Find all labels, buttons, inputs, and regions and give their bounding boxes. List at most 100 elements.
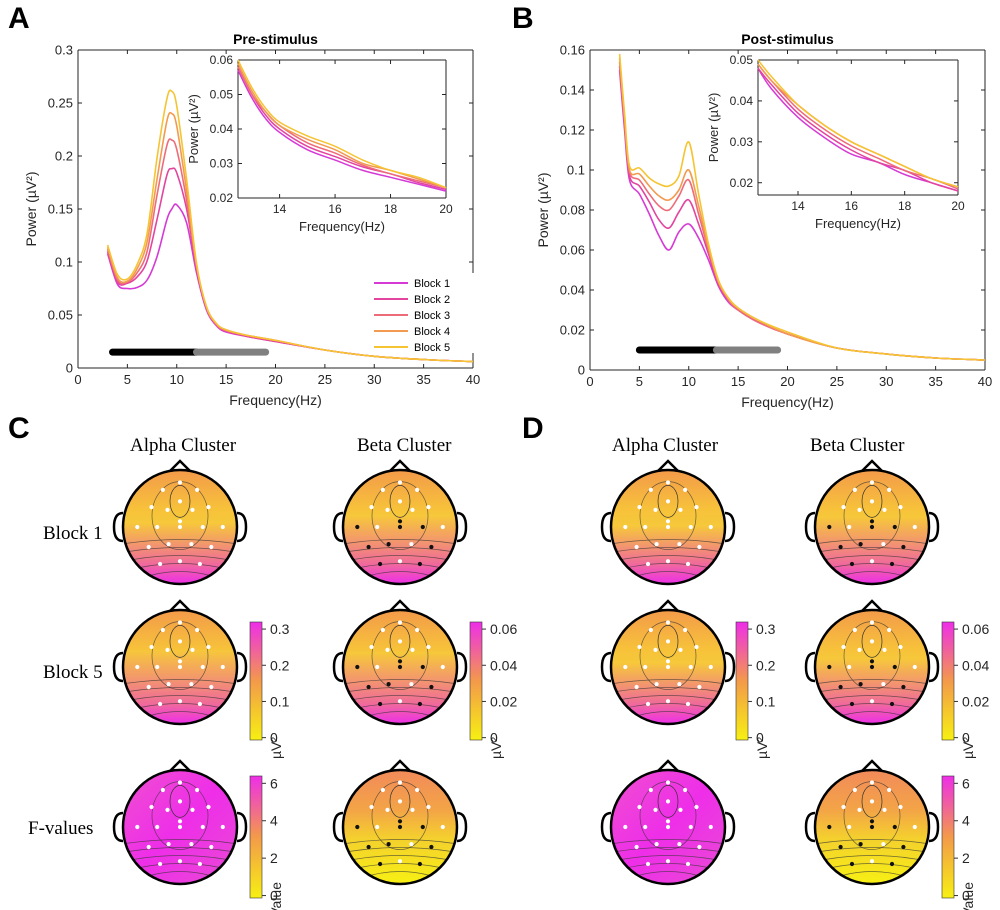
topo-electrode (857, 807, 862, 813)
c-alpha-colorbar-label: 0.2 (270, 657, 290, 673)
topo-electrode (197, 861, 202, 867)
topo-contour (369, 711, 431, 716)
topo-nose (169, 599, 191, 612)
topo-head-outline (121, 468, 239, 586)
chart-a-inset-series-line-1 (237, 69, 447, 192)
topo-contour (817, 839, 927, 844)
topo-electrode (665, 639, 671, 644)
topo-electrode (665, 699, 671, 704)
chart-b-inset-y-tick-label: 0.05 (730, 53, 754, 67)
topo-electrode (375, 524, 380, 530)
topo-electrode (386, 682, 391, 687)
topo-head-outline (341, 768, 459, 886)
topo-electrode (397, 799, 403, 804)
topo-contour (843, 781, 901, 850)
topo-nose (389, 459, 411, 472)
chart-a-title: Pre-stimulus (233, 31, 318, 47)
chart-a-inset-xlabel: Frequency(Hz) (299, 219, 385, 234)
chart-a-x-tick-label: 0 (74, 372, 81, 387)
topo-contour (128, 847, 232, 852)
topo-electrode (160, 487, 165, 492)
chart-b-y-tick-label: 0.02 (560, 323, 585, 338)
topo-electrode (653, 647, 658, 653)
topo-electrode (166, 842, 171, 847)
topo-electrode (155, 664, 160, 670)
topo-electrode (375, 664, 380, 670)
topo-map-c-r2-c1 (332, 759, 468, 886)
topo-electrode (898, 644, 903, 650)
topo-electrode (849, 861, 855, 867)
topo-ear-left (112, 511, 124, 543)
topo-electrode (869, 780, 875, 785)
topo-electrode (417, 561, 422, 567)
topo-head-outline (813, 608, 931, 726)
topo-ear-left (112, 651, 124, 683)
topo-contour (345, 839, 455, 844)
topo-contour (149, 571, 211, 576)
topo-electrode (838, 844, 843, 850)
topo-contour (169, 485, 191, 518)
topo-contour (831, 703, 913, 708)
chart-a-legend-label-1: Block 1 (414, 278, 450, 290)
chart-b-xlabel: Frequency(Hz) (741, 394, 834, 410)
topo-electrode (685, 861, 691, 867)
chart-a-inset-ylabel: Power (µV²) (186, 94, 201, 164)
topo-electrode (869, 664, 875, 670)
topo-electrode (677, 542, 682, 547)
topo-electrode (177, 780, 183, 785)
chart-a-inset-x-tick-label: 16 (328, 202, 342, 216)
d-alpha-colorbar (735, 621, 749, 741)
topo-electrode (166, 682, 171, 687)
topo-contour (369, 571, 431, 576)
topo-electrode (665, 620, 671, 625)
topo-electrode (882, 807, 887, 813)
topo-electrode (648, 787, 654, 793)
topo-ear-left (804, 511, 816, 543)
topo-electrode (135, 664, 140, 670)
topo-contour (151, 481, 209, 550)
topo-ear-right (724, 811, 736, 843)
d-beta-f-colorbar-label: 2 (962, 850, 970, 866)
topo-electrode (852, 787, 858, 793)
chart-a-inset-x-tick-label: 20 (439, 202, 453, 216)
chart-a-inset-x-tick-label: 18 (384, 202, 398, 216)
topo-electrode (838, 544, 843, 550)
topo-head-outline (813, 468, 931, 586)
topo-electrode (190, 807, 195, 813)
topo-electrode (209, 844, 214, 850)
topo-electrode (195, 787, 200, 793)
topo-contour (353, 695, 447, 700)
topo-contour (639, 621, 697, 690)
topo-contour (613, 679, 723, 684)
topo-electrode (146, 844, 151, 850)
topo-electrode (149, 505, 154, 510)
topo-contour (657, 624, 679, 658)
topo-electrode (887, 487, 892, 492)
chart-a-y-tick-label: 0.2 (55, 149, 73, 164)
topo-electrode (857, 507, 862, 512)
topo-electrode (678, 647, 683, 653)
topo-electrode (440, 664, 445, 670)
topo-electrode (901, 844, 906, 850)
topo-ear-right (928, 811, 940, 843)
topo-electrode (688, 524, 693, 530)
topo-contour (139, 703, 221, 708)
topo-electrode (912, 824, 917, 830)
d-beta-f-colorbar-unit: F-Value (960, 882, 976, 910)
topo-electrode (869, 519, 875, 524)
topo-contour (637, 871, 699, 876)
topo-electrode (881, 842, 886, 847)
topo-head-fill (815, 770, 929, 884)
topo-electrode (177, 499, 183, 504)
topo-electrode (385, 647, 390, 653)
topo-electrode (397, 519, 403, 524)
topo-electrode (901, 544, 906, 550)
c-alpha-cluster-title: Alpha Cluster (130, 435, 237, 456)
topo-electrode (881, 542, 886, 547)
topo-electrode (190, 507, 195, 512)
topo-contour (169, 624, 191, 658)
topo-head-fill (343, 770, 457, 884)
topo-electrode (637, 804, 642, 810)
topo-head-outline (341, 608, 459, 726)
topo-head-outline (121, 608, 239, 726)
